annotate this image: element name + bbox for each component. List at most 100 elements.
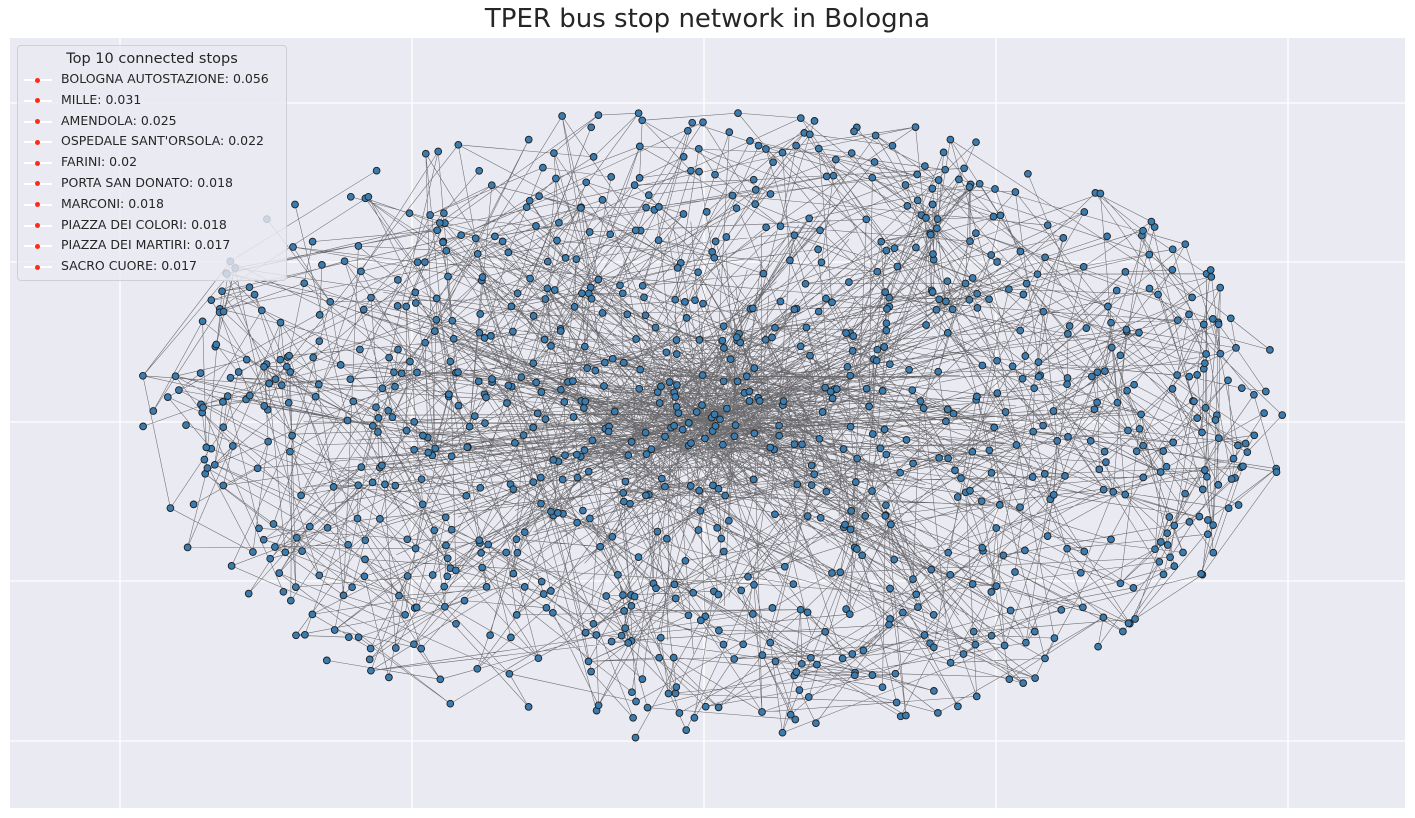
network-node bbox=[899, 608, 907, 617]
network-node bbox=[432, 315, 441, 324]
network-node bbox=[430, 526, 439, 535]
network-node bbox=[880, 425, 889, 434]
network-node bbox=[281, 548, 290, 557]
network-node bbox=[418, 500, 427, 509]
network-node bbox=[991, 185, 999, 193]
network-node bbox=[1034, 358, 1043, 366]
network-node bbox=[758, 708, 766, 716]
network-node bbox=[912, 590, 921, 599]
network-node bbox=[992, 582, 1001, 590]
network-node bbox=[681, 556, 690, 565]
network-node bbox=[692, 408, 701, 416]
network-node bbox=[1049, 407, 1058, 415]
network-edges bbox=[142, 112, 1283, 738]
legend-item: OSPEDALE SANT'ORSOLA: 0.022 bbox=[18, 131, 286, 152]
network-node bbox=[227, 562, 236, 570]
network-node bbox=[877, 237, 886, 246]
network-node bbox=[1103, 232, 1111, 241]
network-node bbox=[587, 667, 595, 676]
network-node bbox=[402, 302, 411, 311]
network-node bbox=[696, 506, 705, 515]
network-node bbox=[463, 443, 472, 452]
network-node bbox=[673, 381, 681, 389]
network-node bbox=[631, 226, 640, 235]
network-node bbox=[572, 255, 581, 263]
network-node bbox=[822, 487, 831, 496]
network-node bbox=[629, 713, 637, 722]
network-node bbox=[367, 666, 375, 675]
network-node bbox=[1119, 627, 1127, 636]
network-node bbox=[846, 371, 855, 380]
network-node bbox=[314, 380, 323, 389]
network-node bbox=[517, 373, 526, 382]
network-node bbox=[749, 610, 757, 618]
legend-item: AMENDOLA: 0.025 bbox=[18, 111, 286, 132]
network-node bbox=[689, 588, 698, 597]
network-node bbox=[1266, 346, 1274, 354]
network-node bbox=[987, 469, 996, 477]
legend-item: MARCONI: 0.018 bbox=[18, 194, 286, 215]
network-node bbox=[397, 369, 406, 378]
network-node bbox=[1272, 468, 1281, 476]
network-node bbox=[289, 243, 297, 251]
network-node bbox=[861, 511, 870, 520]
network-node bbox=[771, 657, 780, 666]
network-node bbox=[411, 288, 420, 297]
network-node bbox=[688, 118, 697, 127]
network-node bbox=[1145, 250, 1154, 259]
network-node bbox=[1021, 352, 1030, 360]
network-node bbox=[868, 173, 877, 182]
network-node bbox=[308, 237, 317, 246]
network-node bbox=[691, 296, 699, 305]
network-node bbox=[486, 631, 494, 640]
network-node bbox=[1008, 362, 1017, 371]
network-node bbox=[1239, 462, 1247, 471]
network-node bbox=[640, 293, 648, 302]
network-node bbox=[919, 404, 928, 412]
network-node bbox=[632, 697, 640, 706]
network-node bbox=[357, 267, 365, 276]
network-node bbox=[1207, 273, 1216, 281]
legend: Top 10 connected stops BOLOGNA AUTOSTAZI… bbox=[17, 45, 287, 281]
network-node bbox=[627, 438, 636, 446]
network-node bbox=[957, 474, 965, 483]
network-node bbox=[796, 605, 805, 614]
network-node bbox=[745, 387, 754, 396]
network-node bbox=[250, 290, 259, 299]
network-node bbox=[282, 362, 291, 371]
network-node bbox=[971, 640, 980, 649]
network-node bbox=[644, 191, 653, 199]
network-node bbox=[1005, 285, 1013, 294]
legend-marker bbox=[35, 243, 40, 249]
legend-label: MARCONI: 0.018 bbox=[61, 195, 164, 211]
network-node bbox=[587, 294, 596, 303]
network-node bbox=[1209, 521, 1217, 529]
network-node bbox=[761, 335, 770, 344]
network-node bbox=[865, 402, 873, 411]
network-node bbox=[929, 643, 938, 652]
network-node bbox=[189, 500, 198, 509]
network-node bbox=[1029, 427, 1038, 436]
network-node bbox=[1168, 245, 1177, 254]
network-node bbox=[589, 619, 598, 628]
network-node bbox=[642, 491, 650, 500]
network-node bbox=[410, 640, 418, 649]
network-node bbox=[279, 587, 288, 596]
network-node bbox=[933, 215, 942, 223]
legend-item: PORTA SAN DONATO: 0.018 bbox=[18, 173, 286, 194]
network-node bbox=[749, 175, 758, 184]
network-node bbox=[762, 145, 770, 153]
network-node bbox=[927, 565, 936, 574]
network-node bbox=[436, 675, 445, 684]
network-node bbox=[881, 512, 890, 520]
network-node bbox=[561, 254, 570, 262]
network-node bbox=[349, 397, 358, 406]
network-node bbox=[529, 359, 538, 368]
network-node bbox=[520, 583, 529, 591]
network-node bbox=[452, 619, 460, 628]
network-node bbox=[832, 385, 841, 393]
network-node bbox=[806, 351, 814, 360]
network-node bbox=[475, 536, 484, 545]
network-node bbox=[412, 603, 421, 612]
legend-item: SACRO CUORE: 0.017 bbox=[18, 256, 286, 277]
